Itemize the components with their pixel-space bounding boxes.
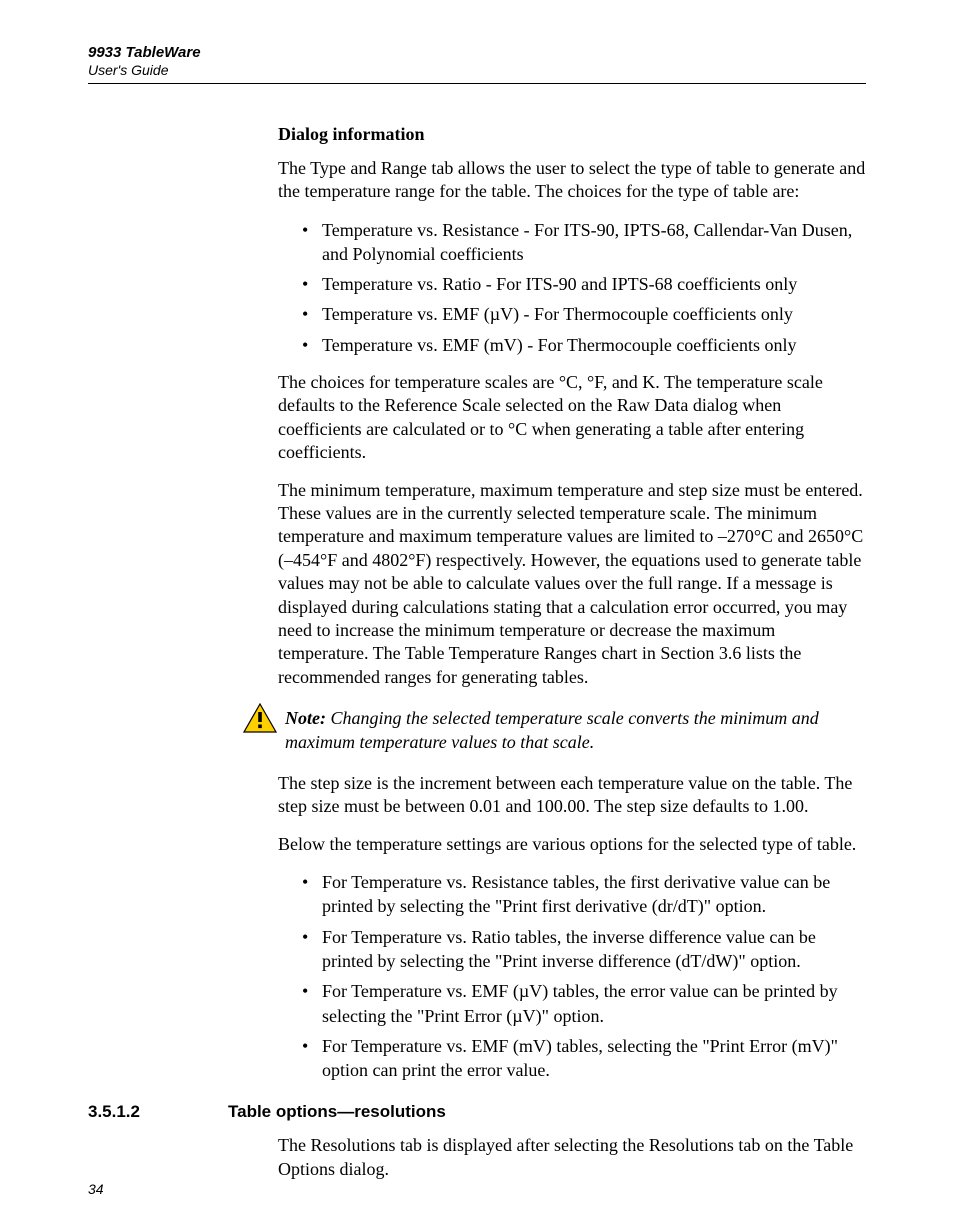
page-number: 34 — [88, 1181, 104, 1197]
header-product-title: 9933 TableWare — [88, 44, 866, 62]
warning-icon — [243, 703, 277, 733]
temp-scale-paragraph: The choices for temperature scales are °… — [278, 371, 866, 465]
list-item: For Temperature vs. Resistance tables, t… — [302, 870, 866, 919]
list-item: For Temperature vs. EMF (µV) tables, the… — [302, 979, 866, 1028]
header-subtitle: User's Guide — [88, 62, 866, 79]
section-title: Table options—resolutions — [228, 1102, 446, 1122]
list-item: For Temperature vs. EMF (mV) tables, sel… — [302, 1034, 866, 1083]
section-heading-row: 3.5.1.2 Table options—resolutions — [88, 1102, 866, 1122]
page-header: 9933 TableWare User's Guide — [88, 44, 866, 79]
dialog-info-heading: Dialog information — [278, 124, 866, 145]
note-label: Note: — [285, 708, 326, 728]
step-size-paragraph: The step size is the increment between e… — [278, 772, 866, 819]
header-divider — [88, 83, 866, 84]
note-block: Note: Changing the selected temperature … — [243, 703, 866, 754]
list-item: For Temperature vs. Ratio tables, the in… — [302, 925, 866, 974]
list-item: Temperature vs. Ratio - For ITS-90 and I… — [302, 272, 866, 296]
main-content-continued: The step size is the increment between e… — [278, 772, 866, 1083]
options-list: For Temperature vs. Resistance tables, t… — [278, 870, 866, 1082]
section-content: The Resolutions tab is displayed after s… — [278, 1134, 866, 1181]
section-number: 3.5.1.2 — [88, 1102, 228, 1122]
list-item: Temperature vs. EMF (µV) - For Thermocou… — [302, 302, 866, 326]
list-item: Temperature vs. Resistance - For ITS-90,… — [302, 218, 866, 267]
note-body: Changing the selected temperature scale … — [285, 708, 819, 751]
resolutions-paragraph: The Resolutions tab is displayed after s… — [278, 1134, 866, 1181]
note-text: Note: Changing the selected temperature … — [285, 703, 866, 754]
main-content: Dialog information The Type and Range ta… — [278, 124, 866, 689]
intro-paragraph: The Type and Range tab allows the user t… — [278, 157, 866, 204]
list-item: Temperature vs. EMF (mV) - For Thermocou… — [302, 333, 866, 357]
min-max-paragraph: The minimum temperature, maximum tempera… — [278, 479, 866, 690]
table-type-list: Temperature vs. Resistance - For ITS-90,… — [278, 218, 866, 357]
options-intro-paragraph: Below the temperature settings are vario… — [278, 833, 866, 856]
